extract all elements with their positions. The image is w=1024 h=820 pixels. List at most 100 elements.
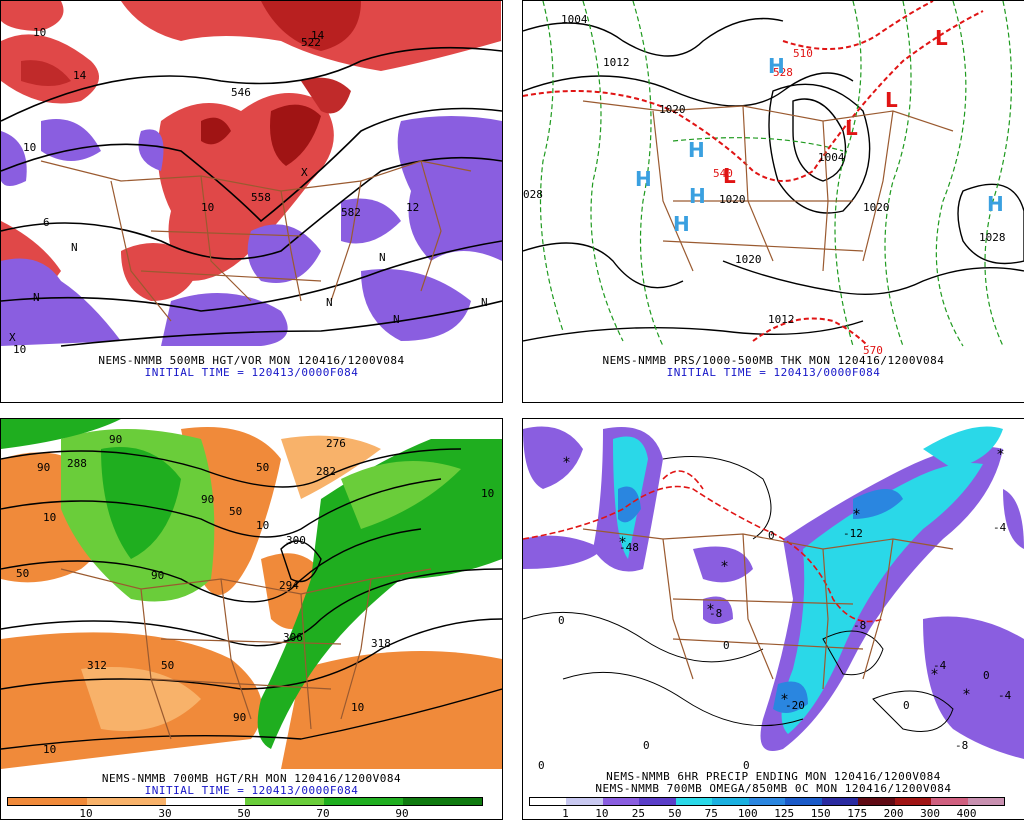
svg-text:312: 312	[87, 659, 107, 672]
svg-text:300: 300	[286, 534, 306, 547]
svg-text:282: 282	[316, 465, 336, 478]
panel-700mb-rh: 90 288 10 90 50 276 282 90 50 294 300 50 306 312 3…	[0, 418, 503, 820]
panel-precip-omega: 0 0 0 0 0 0 0 0 -4 -8 -48 -12 -4 -8 -4 -20 -8 * * * *…	[522, 418, 1024, 820]
scale-tick: 70	[316, 807, 330, 820]
map-700mb-rh: 90 288 10 90 50 276 282 90 50 294 300 50 306 312 3…	[1, 419, 502, 779]
svg-text:1020: 1020	[863, 201, 890, 214]
svg-text:0: 0	[538, 759, 545, 772]
scale-tick: 100	[737, 807, 758, 820]
rh-color-scale	[7, 797, 483, 806]
svg-text:H: H	[673, 212, 690, 236]
svg-text:10: 10	[481, 487, 494, 500]
svg-text:0: 0	[558, 614, 565, 627]
caption-title: NEMS-NMMB 700MB HGT/RH MON 120416/1200V0…	[101, 772, 402, 785]
svg-text:1020: 1020	[659, 103, 686, 116]
svg-text:90: 90	[37, 461, 50, 474]
map-pressure-thickness: 1004 1012 1020 1020 1020 028 1028 1004 1012 10…	[523, 1, 1024, 361]
svg-text:-8: -8	[955, 739, 968, 752]
svg-text:318: 318	[371, 637, 391, 650]
svg-text:*: *	[781, 692, 788, 708]
caption-title: NEMS-NMMB 6HR PRECIP ENDING MON 120416/1…	[606, 770, 941, 783]
panel-pressure-thickness: 1004 1012 1020 1020 1020 028 1028 1004 1012 10…	[522, 0, 1024, 403]
svg-text:10: 10	[256, 519, 269, 532]
svg-text:L: L	[885, 88, 898, 112]
svg-text:90: 90	[151, 569, 164, 582]
svg-text:6: 6	[43, 216, 50, 229]
svg-text:276: 276	[326, 437, 346, 450]
scale-tick: 150	[810, 807, 831, 820]
svg-text:50: 50	[229, 505, 242, 518]
svg-text:*: *	[721, 559, 728, 575]
map-precip-omega: 0 0 0 0 0 0 0 0 -4 -8 -48 -12 -4 -8 -4 -20 -8 * * * *…	[523, 419, 1024, 779]
svg-text:H: H	[688, 138, 705, 162]
svg-text:N: N	[326, 296, 333, 309]
svg-text:*: *	[963, 687, 970, 703]
scale-tick: 175	[847, 807, 868, 820]
svg-text:N: N	[33, 291, 40, 304]
caption-title: NEMS-NMMB PRS/1000-500MB THK MON 120416/…	[602, 354, 945, 367]
rh-scale-ticks: 10 30 50 70 90	[7, 807, 481, 819]
svg-text:12: 12	[406, 201, 419, 214]
svg-text:N: N	[379, 251, 386, 264]
svg-text:14: 14	[73, 69, 87, 82]
precip-color-scale	[529, 797, 1005, 806]
svg-text:1028: 1028	[979, 231, 1006, 244]
svg-text:10: 10	[13, 343, 26, 356]
svg-text:14: 14	[311, 29, 325, 42]
caption-initial-time: INITIAL TIME = 120413/0000F084	[144, 366, 359, 379]
svg-text:558: 558	[251, 191, 271, 204]
svg-text:510: 510	[793, 47, 813, 60]
svg-text:-8: -8	[853, 619, 866, 632]
svg-text:10: 10	[23, 141, 36, 154]
svg-text:-12: -12	[843, 527, 863, 540]
scale-tick: 300	[920, 807, 941, 820]
svg-text:H: H	[768, 54, 785, 78]
svg-text:10: 10	[351, 701, 364, 714]
svg-text:50: 50	[16, 567, 29, 580]
caption-title: NEMS-NMMB 500MB HGT/VOR MON 120416/1200V…	[98, 354, 405, 367]
svg-text:582: 582	[341, 206, 361, 219]
svg-text:1020: 1020	[735, 253, 762, 266]
scale-tick: 10	[595, 807, 609, 820]
svg-text:540: 540	[713, 167, 733, 180]
svg-text:10: 10	[43, 511, 56, 524]
scale-tick: 1	[562, 807, 569, 820]
svg-text:90: 90	[201, 493, 214, 506]
svg-text:1012: 1012	[603, 56, 630, 69]
svg-text:-20: -20	[785, 699, 805, 712]
svg-text:0: 0	[983, 669, 990, 682]
svg-text:90: 90	[233, 711, 246, 724]
svg-text:*: *	[563, 455, 570, 471]
svg-text:H: H	[987, 192, 1004, 216]
scale-tick: 30	[158, 807, 172, 820]
svg-text:1012: 1012	[768, 313, 795, 326]
svg-text:H: H	[689, 184, 706, 208]
svg-text:*: *	[619, 535, 626, 551]
svg-text:N: N	[481, 296, 488, 309]
svg-text:1020: 1020	[719, 193, 746, 206]
scale-tick: 125	[774, 807, 795, 820]
svg-text:L: L	[935, 26, 948, 50]
precip-scale-ticks: 1 10 25 50 75 100 125 150 175 200 300 40…	[529, 807, 1003, 819]
scale-tick: 400	[956, 807, 977, 820]
svg-text:10: 10	[33, 26, 46, 39]
svg-text:0: 0	[743, 759, 750, 772]
scale-tick: 50	[668, 807, 682, 820]
svg-text:-48: -48	[619, 541, 639, 554]
svg-text:0: 0	[643, 739, 650, 752]
scale-tick: 50	[237, 807, 251, 820]
svg-text:546: 546	[231, 86, 251, 99]
scale-tick: 90	[395, 807, 409, 820]
svg-text:X: X	[301, 166, 308, 179]
svg-text:10: 10	[201, 201, 214, 214]
svg-text:0: 0	[768, 529, 775, 542]
scale-tick: 200	[883, 807, 904, 820]
svg-text:528: 528	[773, 66, 793, 79]
svg-text:-8: -8	[709, 607, 722, 620]
svg-text:288: 288	[67, 457, 87, 470]
caption-subtitle: NEMS-NMMB 700MB OMEGA/850MB 0C MON 12041…	[595, 782, 952, 795]
svg-text:*: *	[997, 447, 1004, 463]
svg-text:50: 50	[161, 659, 174, 672]
